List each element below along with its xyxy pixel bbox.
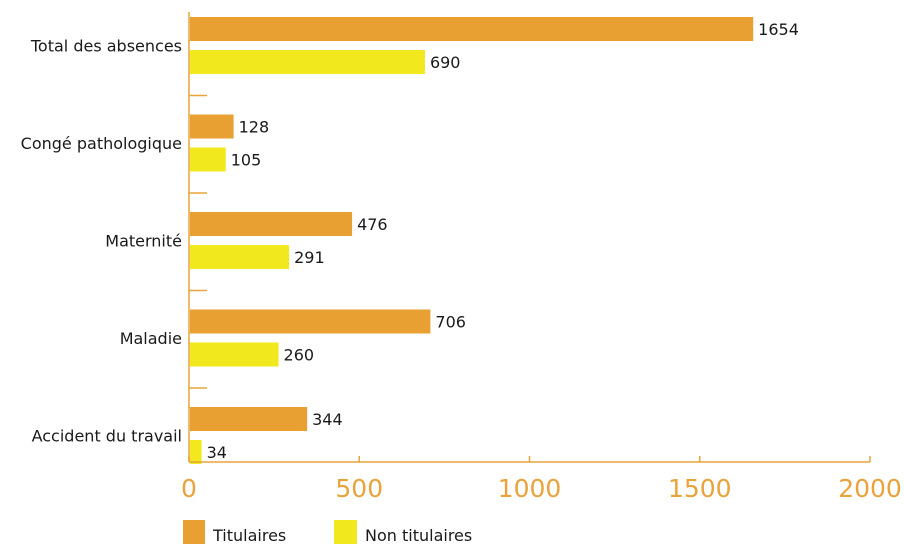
bar-titulaires [190,114,234,139]
bar-titulaires [190,17,754,41]
category-label: Total des absences [30,37,182,56]
legend-swatch [334,520,357,544]
x-tick-label: 1500 [668,474,732,503]
value-label: 105 [231,151,262,170]
value-label: 291 [294,248,325,267]
bar-non-titulaires [190,440,202,464]
value-label: 690 [430,53,461,72]
x-tick-label: 0 [181,474,197,503]
value-label: 260 [284,346,315,365]
value-label: 344 [312,410,343,429]
legend-label: Non titulaires [365,526,472,545]
value-label: 34 [207,443,227,462]
legend-swatch [183,520,205,544]
legend-label: Titulaires [212,526,286,545]
x-tick-label: 500 [335,474,383,503]
category-label: Maladie [120,329,182,348]
category-label: Congé pathologique [21,134,182,153]
bar-non-titulaires [190,147,226,172]
bar-non-titulaires [190,245,290,269]
bar-titulaires [190,212,353,236]
value-label: 706 [435,313,466,332]
value-label: 1654 [758,20,799,39]
bar-titulaires [190,407,308,431]
bar-titulaires [190,309,431,334]
category-label: Maternité [105,232,182,251]
value-label: 476 [357,215,388,234]
bar-non-titulaires [190,342,279,367]
x-tick-label: 1000 [498,474,562,503]
value-label: 128 [239,118,270,137]
category-label: Accident du travail [32,427,182,446]
bar-non-titulaires [190,50,425,74]
x-tick-label: 2000 [838,474,902,503]
